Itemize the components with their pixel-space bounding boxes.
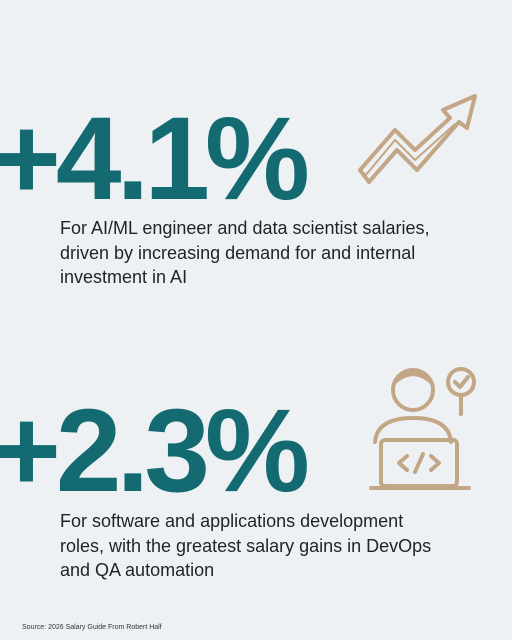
- stat-value: +4.1%: [0, 93, 310, 225]
- description-line: and QA automation: [60, 560, 215, 580]
- developer-icon: [369, 367, 476, 490]
- description-line: For AI/ML engineer and data scientist sa…: [60, 218, 430, 238]
- description-line: driven by increasing demand for and inte…: [60, 242, 416, 263]
- stat-description: For AI/ML engineer and data scientist sa…: [60, 216, 430, 290]
- description-line: For software and applications developmen…: [60, 511, 404, 531]
- trend-arrow-icon: [358, 94, 477, 184]
- source-note: Source: 2026 Salary Guide From Robert Ha…: [22, 624, 162, 631]
- stat-value: +2.3%: [0, 385, 310, 517]
- description-line: roles, with the greatest salary gains in…: [60, 535, 432, 556]
- description-line: investment in AI: [60, 267, 188, 287]
- stat-description: For software and applications developmen…: [60, 509, 431, 583]
